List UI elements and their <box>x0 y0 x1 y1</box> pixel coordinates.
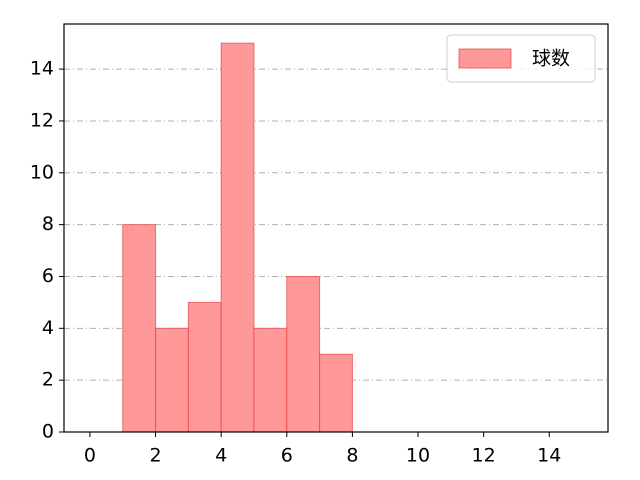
legend-label: 球数 <box>532 48 570 70</box>
x-tick-label: 6 <box>281 445 293 467</box>
y-tick-label: 0 <box>42 421 54 443</box>
bar <box>220 42 255 433</box>
y-tick-label: 6 <box>42 265 54 287</box>
legend-swatch <box>458 48 512 69</box>
x-tick-label: 0 <box>84 445 96 467</box>
bar <box>187 301 222 433</box>
x-tick-label: 12 <box>472 445 496 467</box>
plot-frame <box>63 23 609 433</box>
x-tick-label: 8 <box>346 445 358 467</box>
bar <box>155 327 189 433</box>
bar <box>286 275 321 433</box>
x-tick-label: 14 <box>537 445 561 467</box>
legend-box <box>446 34 596 83</box>
y-tick-label: 14 <box>30 58 54 80</box>
bar <box>319 353 353 433</box>
bar <box>253 327 288 433</box>
x-tick-label: 4 <box>215 445 227 467</box>
y-tick-label: 12 <box>30 109 54 131</box>
x-tick-label: 2 <box>149 445 161 467</box>
y-tick-label: 4 <box>42 317 54 339</box>
x-tick-label: 10 <box>406 445 430 467</box>
bar <box>122 224 157 433</box>
y-tick-label: 10 <box>30 161 54 183</box>
y-tick-label: 2 <box>42 369 54 391</box>
y-tick-label: 8 <box>42 213 54 235</box>
